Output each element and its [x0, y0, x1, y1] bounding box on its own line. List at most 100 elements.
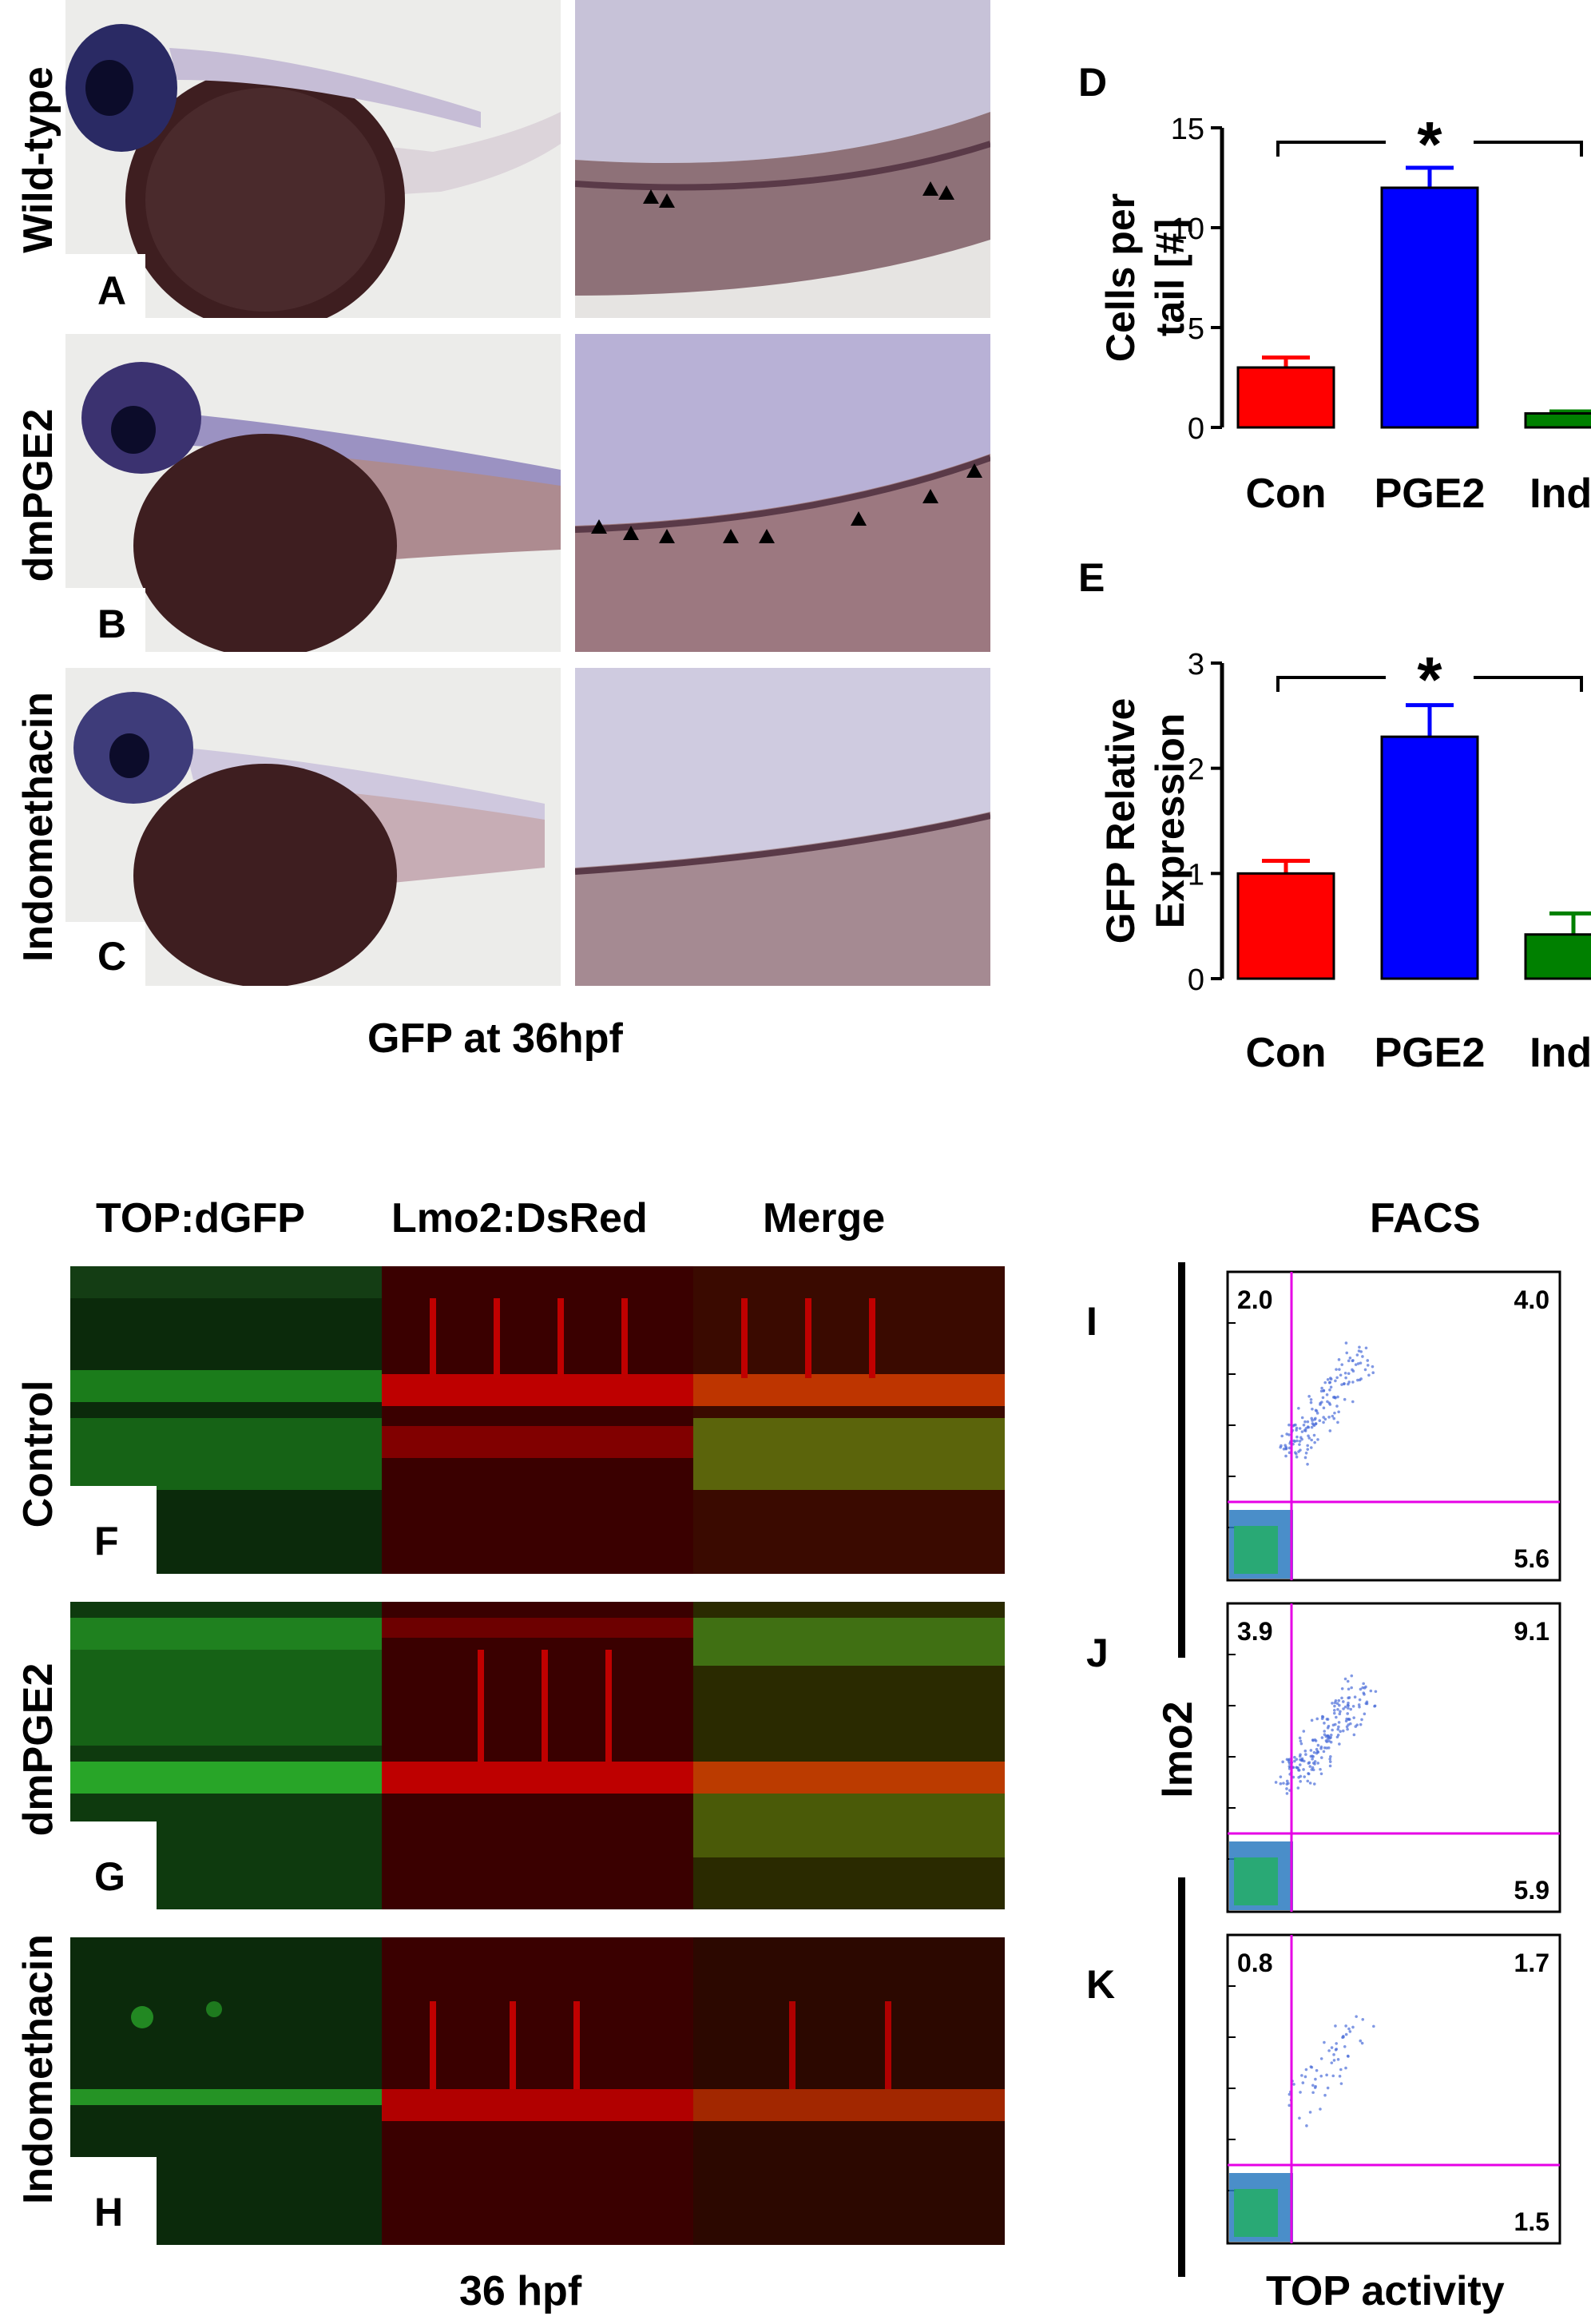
category-label: Con [1245, 1030, 1326, 1076]
facs-event [1332, 1416, 1336, 1420]
facs-event [1332, 1709, 1336, 1712]
facs-event [1295, 1452, 1298, 1456]
caption-36hpf: 36 hpf [459, 2268, 582, 2314]
facs-event [1307, 1436, 1311, 1440]
facs-event [1356, 1362, 1360, 1365]
facs-event [1322, 1406, 1326, 1410]
facs-event [1308, 1782, 1312, 1785]
facs-event [1352, 1716, 1355, 1719]
panel-letter-g: G [94, 1854, 125, 1899]
facs-event [1306, 1448, 1310, 1451]
facs-event [1310, 1718, 1314, 1722]
facs-event [1346, 1727, 1349, 1731]
facs-event [1311, 2084, 1315, 2088]
facs-event [1315, 1747, 1319, 1751]
facs-event [1325, 2073, 1328, 2077]
facs-event [1343, 1382, 1346, 1386]
facs-event [1363, 1693, 1366, 1696]
facs-event [1314, 1416, 1317, 1420]
facs-event [1351, 1400, 1355, 1404]
significance-star: * [1417, 644, 1442, 715]
facs-event [1365, 1700, 1369, 1704]
facs-event [1358, 1698, 1362, 1702]
facs-plot-i: 2.0 4.0 5.6 [1226, 1270, 1561, 1582]
row-label-indomethacin-bottom: Indomethacin [15, 1933, 61, 2205]
facs-plot-frame [1226, 1602, 1561, 1913]
facs-event [1371, 1365, 1375, 1369]
facs-event [1347, 1687, 1351, 1691]
facs-event [1336, 1707, 1339, 1711]
row-label-control: Control [15, 1380, 61, 1528]
facs-event [1300, 1416, 1304, 1420]
facs-event [1334, 2048, 1338, 2052]
facs-event [1344, 2032, 1348, 2036]
facs-title: FACS [1370, 1195, 1481, 1241]
facs-event [1328, 1758, 1331, 1761]
facs-event [1279, 1775, 1283, 1778]
facs-event [1280, 1444, 1283, 1448]
facs-event [1337, 1725, 1340, 1729]
bar-con [1236, 366, 1335, 429]
facs-event [1301, 2081, 1305, 2084]
facs-event [1342, 1707, 1345, 1710]
panel-letter-c: C [97, 934, 127, 979]
facs-event [1287, 1451, 1291, 1455]
facs-event [1336, 1395, 1339, 1399]
facs-xlabel: TOP activity [1266, 2268, 1505, 2314]
facs-event [1311, 1407, 1314, 1411]
facs-event [1302, 1768, 1305, 1771]
facs-event [1359, 1687, 1363, 1691]
facs-event [1344, 1341, 1348, 1345]
facs-event [1302, 1424, 1306, 1427]
facs-event [1346, 1712, 1350, 1715]
facs-event [1319, 1772, 1323, 1776]
facs-event [1298, 1443, 1301, 1446]
facs-event [1347, 2055, 1350, 2058]
facs-event [1295, 1455, 1299, 1459]
facs-event [1327, 1734, 1330, 1738]
facs-event [1340, 1383, 1343, 1386]
facs-event [1297, 1406, 1300, 1410]
facs-event [1319, 2107, 1322, 2111]
facs-event [1312, 1433, 1316, 1437]
facs-event [1284, 1447, 1288, 1450]
facs-event [1338, 1742, 1341, 1746]
facs-event [1292, 1424, 1296, 1427]
facs-event [1349, 1722, 1352, 1726]
facs-event [1343, 2044, 1347, 2048]
facs-event [1285, 1792, 1289, 1795]
facs-event [1311, 1758, 1314, 1761]
facs-event [1347, 1380, 1351, 1384]
facs-event [1329, 1740, 1333, 1744]
facs-event [1309, 1398, 1313, 1401]
facs-event [1344, 2024, 1347, 2028]
facs-event [1295, 1439, 1299, 1443]
significance-bracket-right [1474, 676, 1583, 692]
facs-event [1302, 1730, 1306, 1733]
facs-event [1338, 1712, 1342, 1716]
facs-event [1339, 1730, 1342, 1734]
facs-event [1310, 1416, 1314, 1420]
facs-event [1319, 1389, 1323, 1393]
facs-event [1314, 2077, 1317, 2081]
facs-event [1326, 2086, 1330, 2090]
facs-event [1298, 1736, 1302, 1740]
category-label: Indo [1530, 1030, 1591, 1076]
panel-letter-d: D [1078, 60, 1107, 105]
facs-event [1329, 1754, 1332, 1758]
facs-event [1326, 1726, 1330, 1730]
image-f-merge [693, 1266, 1005, 1574]
embryo-image-wildtype [65, 0, 561, 332]
facs-event [1360, 1718, 1363, 1722]
facs-event [1340, 1686, 1344, 1690]
significance-bracket-right [1474, 141, 1583, 157]
facs-event [1334, 2024, 1337, 2028]
facs-event [1320, 1717, 1324, 1721]
facs-event [1344, 2066, 1347, 2070]
facs-event [1364, 1346, 1368, 1350]
facs-event [1304, 1427, 1308, 1430]
facs-event [1320, 1386, 1323, 1390]
facs-quadrant-top-right: 9.1 [1514, 1617, 1549, 1646]
facs-event [1298, 1763, 1302, 1766]
facs-event [1287, 1423, 1291, 1427]
